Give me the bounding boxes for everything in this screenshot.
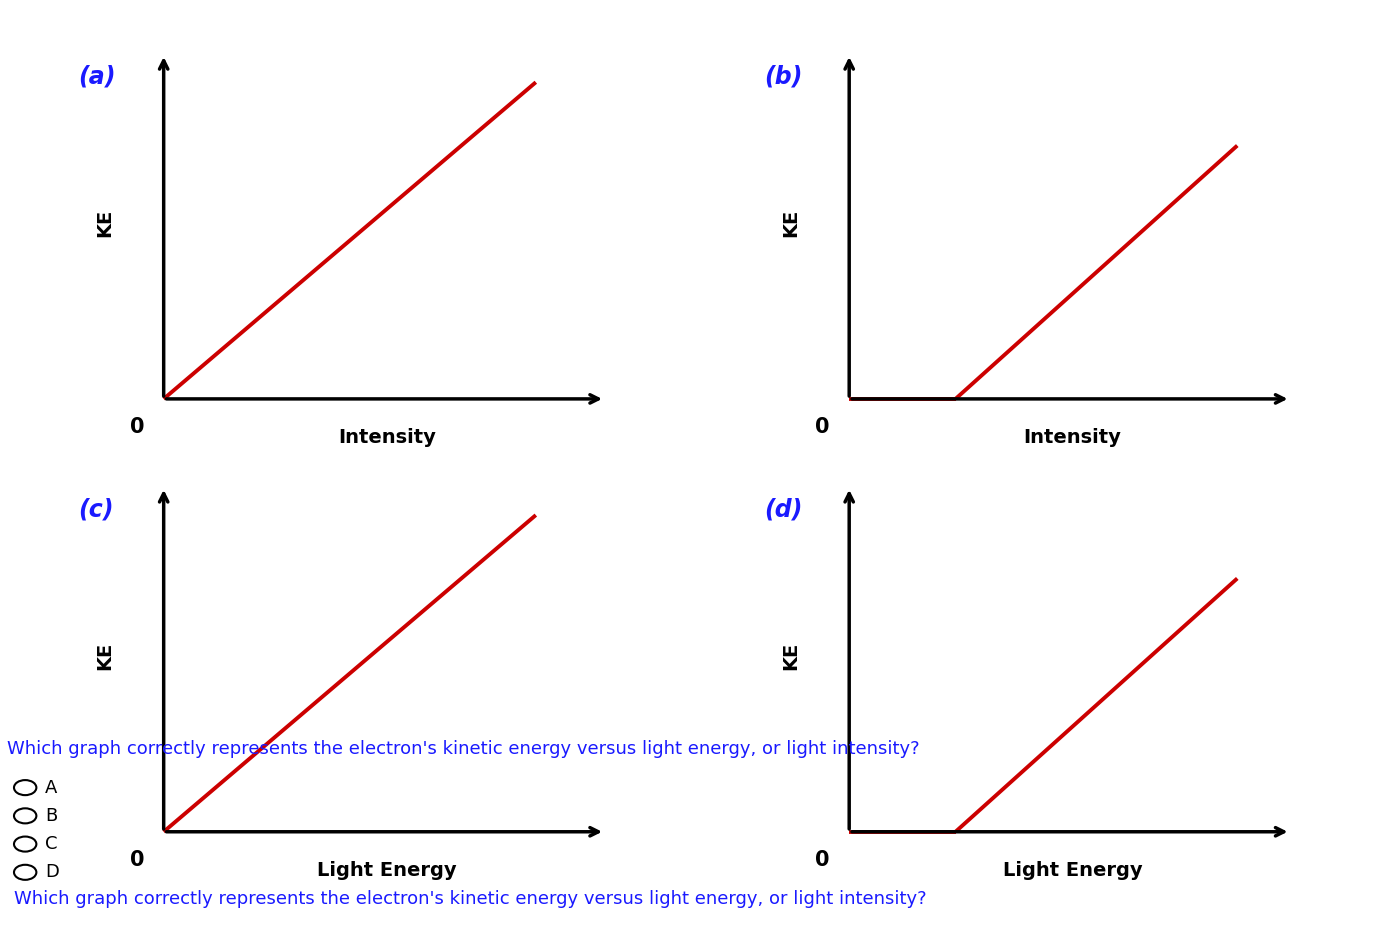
Text: (b): (b) — [764, 65, 803, 88]
Text: D: D — [45, 863, 59, 882]
Text: 0: 0 — [130, 850, 144, 869]
Text: Which graph correctly represents the electron's kinetic energy versus light ener: Which graph correctly represents the ele… — [7, 740, 919, 758]
Text: Intensity: Intensity — [339, 428, 436, 447]
Text: (a): (a) — [78, 65, 116, 88]
Text: KE: KE — [95, 642, 115, 670]
Text: Light Energy: Light Energy — [1003, 861, 1143, 880]
Text: 0: 0 — [816, 417, 830, 437]
Text: B: B — [45, 806, 57, 825]
Text: C: C — [45, 835, 57, 853]
Text: KE: KE — [781, 209, 800, 237]
Text: KE: KE — [781, 642, 800, 670]
Text: (c): (c) — [78, 498, 115, 521]
Text: KE: KE — [95, 209, 115, 237]
Text: A: A — [45, 778, 57, 797]
Text: Which graph correctly represents the electron's kinetic energy versus light ener: Which graph correctly represents the ele… — [14, 890, 926, 908]
Text: 0: 0 — [130, 417, 144, 437]
Text: Light Energy: Light Energy — [318, 861, 457, 880]
Text: (d): (d) — [764, 498, 803, 521]
Text: Intensity: Intensity — [1024, 428, 1122, 447]
Text: 0: 0 — [816, 850, 830, 869]
